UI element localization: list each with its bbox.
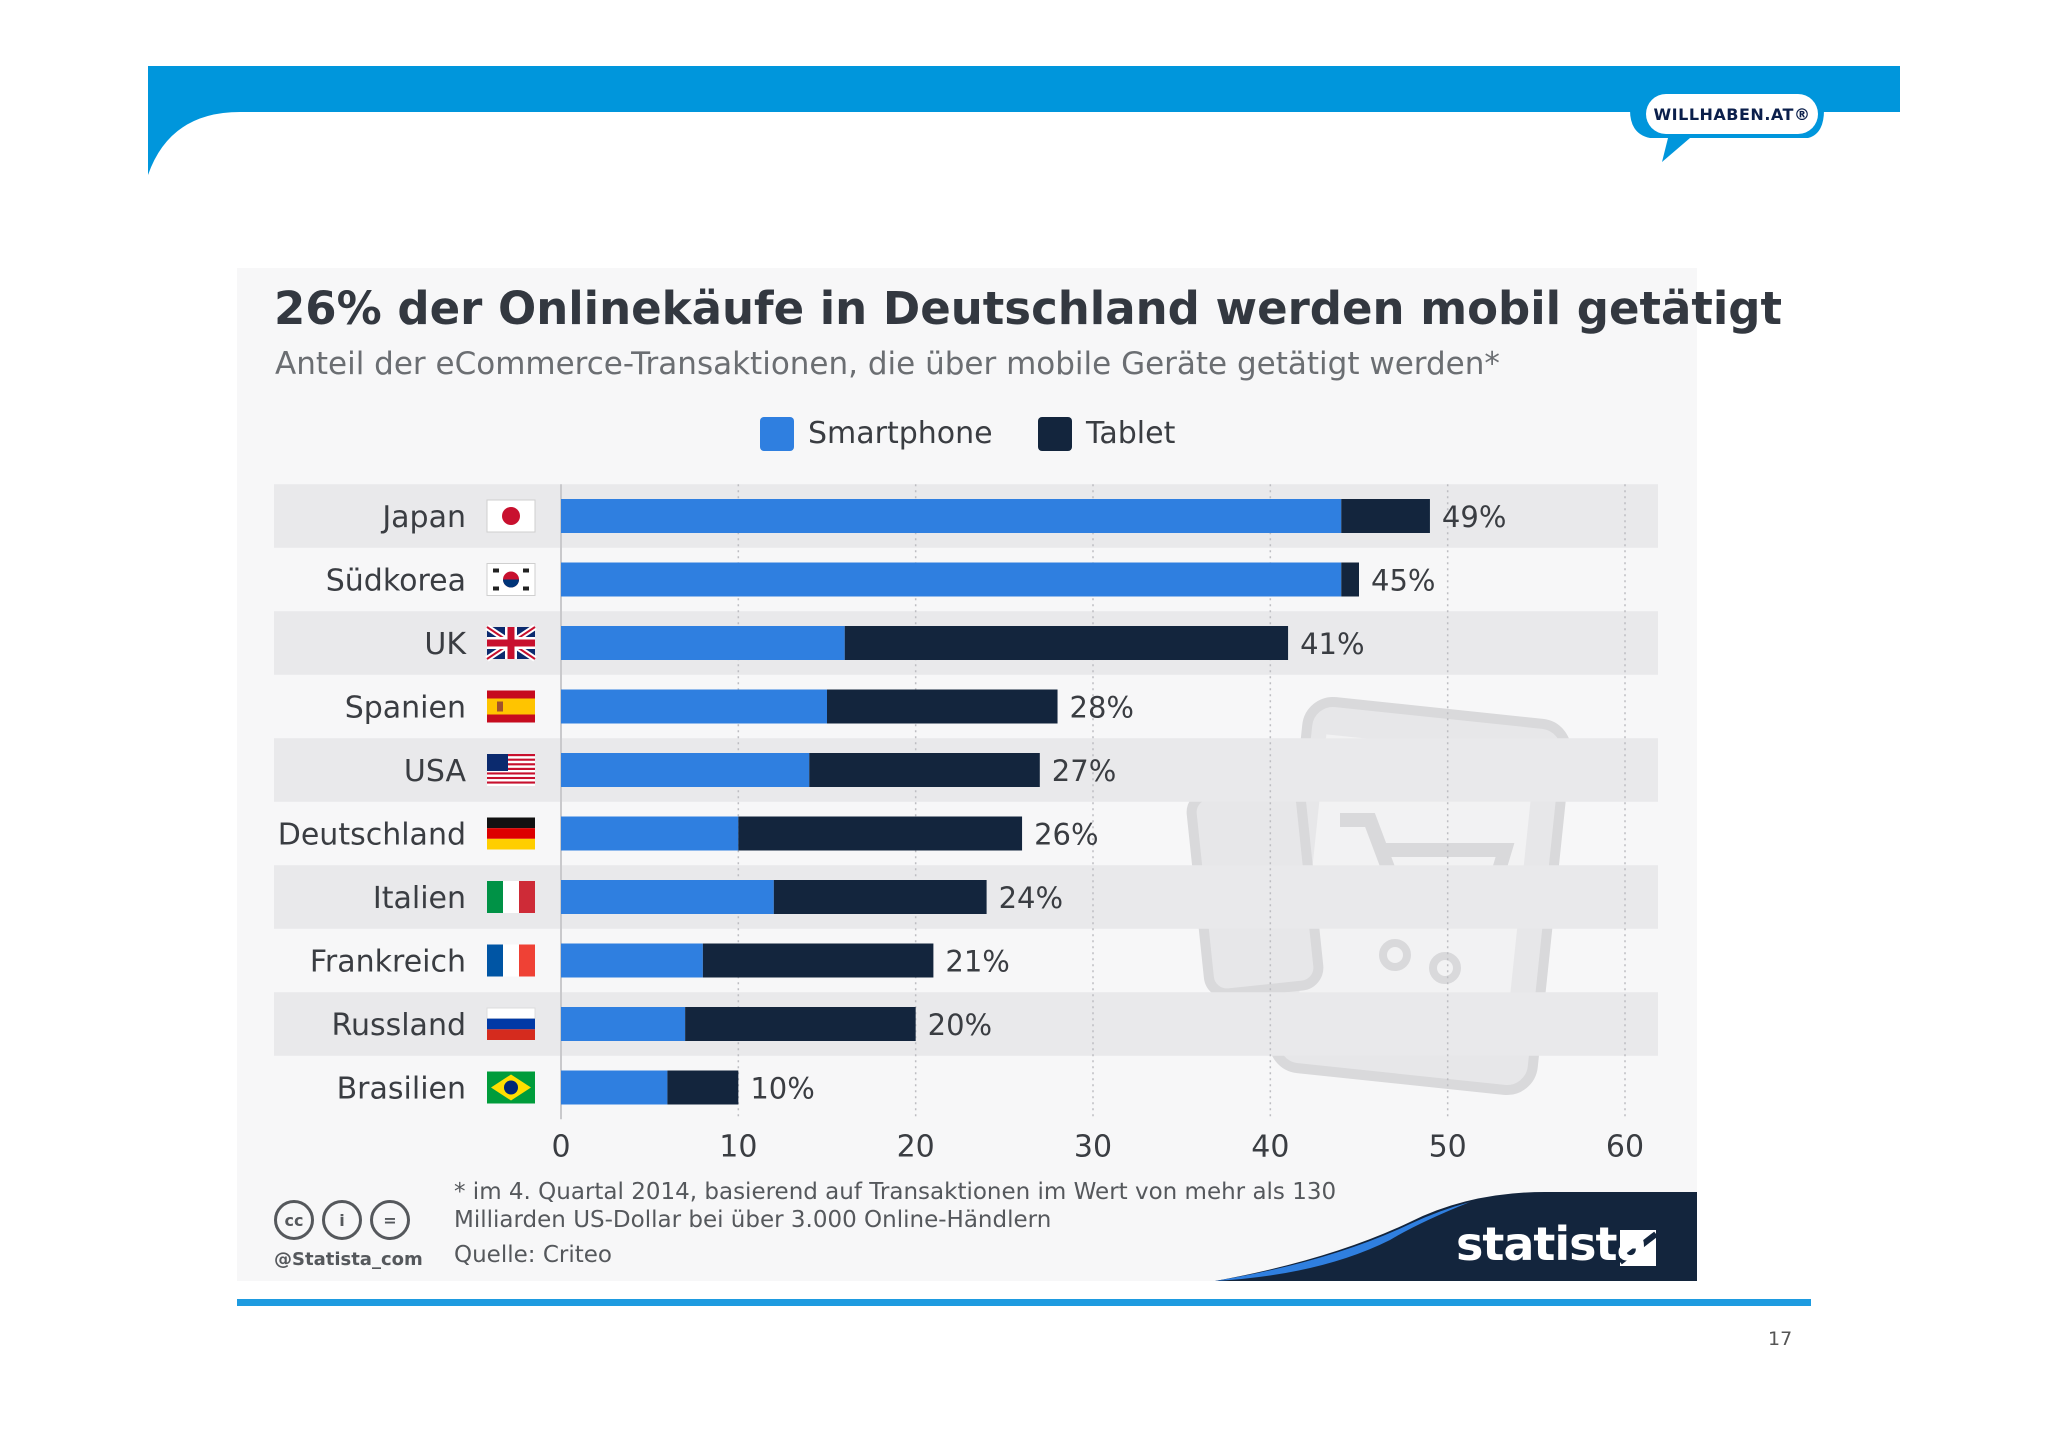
x-tick-label: 30: [1074, 1129, 1112, 1164]
category-label: USA: [404, 754, 467, 789]
cc-license-icons: cc i =: [274, 1200, 410, 1240]
cc-icon: cc: [274, 1200, 314, 1240]
bar-smartphone: [561, 816, 739, 851]
flag-spain-icon: [487, 690, 535, 723]
bar-value-label: 26%: [1034, 818, 1098, 852]
flag-germany-icon: [487, 817, 535, 850]
category-label: Südkorea: [326, 564, 466, 599]
bar-value-label: 28%: [1070, 691, 1134, 725]
legend-label-smartphone: Smartphone: [808, 416, 993, 451]
legend-item-smartphone: Smartphone: [760, 416, 993, 451]
category-label: UK: [424, 627, 467, 662]
bars: [561, 499, 1430, 1105]
category-label: Frankreich: [310, 945, 466, 980]
bar-tablet: [702, 943, 934, 978]
bar-value-label: 41%: [1300, 627, 1364, 661]
bar-tablet: [809, 753, 1040, 787]
bar-smartphone: [561, 626, 845, 660]
chart-subtitle: Anteil der eCommerce-Transaktionen, die …: [275, 346, 1500, 382]
flag-south-korea-icon: [486, 563, 536, 596]
flag-uk-icon: [485, 624, 537, 662]
flag-italy-icon: [487, 881, 535, 913]
chart-title: 26% der Onlinekäufe in Deutschland werde…: [274, 282, 1783, 335]
x-tick-label: 10: [719, 1129, 757, 1164]
category-label: Russland: [331, 1008, 466, 1043]
bar-smartphone: [561, 562, 1342, 597]
bar-smartphone: [561, 943, 703, 978]
legend-label-tablet: Tablet: [1086, 416, 1176, 451]
x-tick-label: 20: [897, 1129, 935, 1164]
willhaben-logo-text: WILLHABEN.AT®: [1653, 104, 1811, 124]
x-tick-label: 40: [1251, 1129, 1289, 1164]
bar-value-label: 49%: [1442, 500, 1506, 534]
x-tick-label: 0: [551, 1129, 570, 1164]
flag-france-icon: [487, 944, 535, 977]
bottom-blue-line: [237, 1299, 1811, 1306]
flag-brazil-icon: [487, 1071, 535, 1104]
footnote: * im 4. Quartal 2014, basierend auf Tran…: [454, 1178, 1354, 1234]
bar-value-label: 21%: [945, 945, 1009, 979]
bar-smartphone: [561, 689, 827, 724]
bar-value-label: 20%: [928, 1008, 992, 1042]
bar-smartphone: [561, 499, 1342, 533]
x-tick-label: 50: [1429, 1129, 1467, 1164]
footnote-line-2: Milliarden US-Dollar bei über 3.000 Onli…: [454, 1207, 1052, 1233]
category-label: Deutschland: [278, 818, 466, 853]
no-derivatives-icon: =: [370, 1200, 410, 1240]
bar-value-label: 27%: [1052, 754, 1116, 788]
bar-tablet: [773, 880, 987, 914]
flag-usa-icon: [487, 754, 535, 786]
bar-tablet: [685, 1007, 916, 1041]
category-label: Japan: [380, 500, 466, 535]
page-number: 17: [1768, 1328, 1793, 1350]
bar-tablet: [738, 816, 1023, 851]
bar-tablet: [1341, 499, 1430, 533]
labels: Japan 49% Südkorea 45% UK 41% Spanien 28% USA 27%…: [278, 499, 1506, 1107]
bar-value-label: 45%: [1371, 564, 1435, 598]
statista-logo-text: statista: [1456, 1217, 1648, 1271]
flag-russia-icon: [486, 1007, 536, 1040]
bar-tablet: [667, 1070, 739, 1105]
bar-smartphone: [561, 1007, 686, 1041]
legend-swatch-smartphone: [760, 416, 794, 451]
by-attribution-icon: i: [322, 1200, 362, 1240]
header-blue-band: [148, 66, 1900, 175]
footnote-line-1: * im 4. Quartal 2014, basierend auf Tran…: [454, 1179, 1337, 1205]
bar-smartphone: [561, 1070, 668, 1105]
source-note: Quelle: Criteo: [454, 1242, 612, 1268]
category-label: Italien: [373, 881, 466, 916]
bar-smartphone: [561, 753, 810, 787]
x-tick-label: 60: [1606, 1129, 1644, 1164]
statista-banner-accent: [1215, 1202, 1470, 1281]
flag-japan-icon: [486, 499, 536, 533]
statista-handle: @Statista_com: [274, 1249, 423, 1270]
category-label: Spanien: [345, 691, 466, 726]
legend-swatch-tablet: [1038, 416, 1072, 451]
bar-value-label: 10%: [750, 1072, 814, 1106]
bar-value-label: 24%: [999, 881, 1063, 915]
willhaben-logo: WILLHABEN.AT®: [1646, 94, 1818, 134]
bar-tablet: [827, 689, 1058, 724]
bar-tablet: [844, 626, 1289, 660]
x-axis: 0 10 20 30 40 50 60: [551, 1129, 1644, 1164]
legend-item-tablet: Tablet: [1038, 416, 1175, 451]
bar-tablet: [1341, 562, 1359, 597]
bar-smartphone: [561, 880, 774, 914]
category-label: Brasilien: [337, 1072, 466, 1107]
